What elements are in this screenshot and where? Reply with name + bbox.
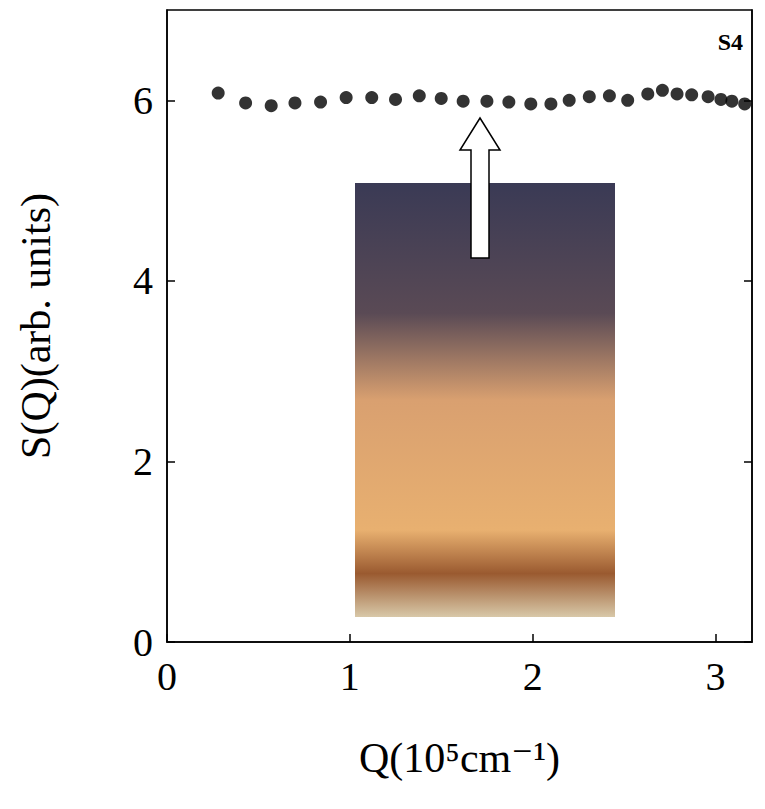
svg-text:3: 3 — [705, 654, 725, 699]
svg-text:S(Q)(arb. units): S(Q)(arb. units) — [13, 193, 60, 459]
svg-text:2: 2 — [133, 439, 153, 484]
svg-text:S4: S4 — [718, 29, 743, 55]
svg-text:6: 6 — [133, 78, 153, 123]
svg-text:Q(10⁵cm⁻¹): Q(10⁵cm⁻¹) — [359, 735, 560, 782]
svg-text:4: 4 — [133, 258, 153, 303]
svg-text:0: 0 — [157, 654, 177, 699]
svg-text:2: 2 — [523, 654, 543, 699]
svg-text:1: 1 — [340, 654, 360, 699]
svg-text:0: 0 — [133, 620, 153, 665]
